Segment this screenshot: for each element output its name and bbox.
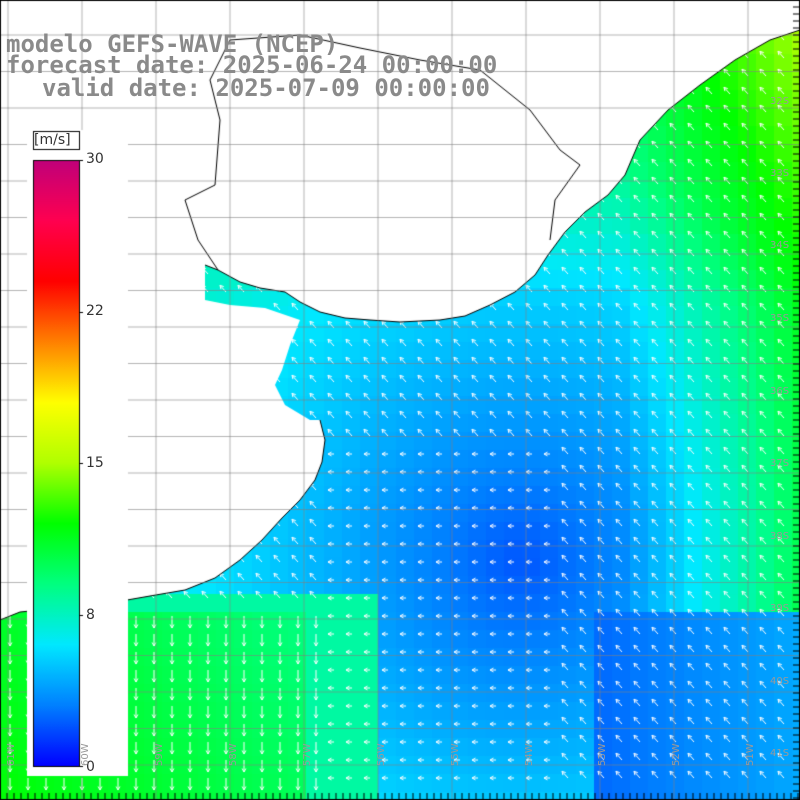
- lat-label: 33S: [770, 168, 790, 179]
- lat-label: 40S: [770, 676, 790, 687]
- lon-label: 55W: [450, 743, 461, 766]
- colorbar-tick-30: 30: [86, 151, 104, 167]
- lat-label: 32S: [770, 96, 790, 107]
- colorbar-tick-8: 8: [86, 607, 95, 623]
- lat-label: 38S: [770, 531, 790, 542]
- lat-label: 36S: [770, 386, 790, 397]
- lon-label: 51W: [745, 743, 756, 766]
- colorbar-tick-0: 0: [86, 759, 95, 775]
- lon-label: 53W: [597, 743, 608, 766]
- lat-label: 34S: [770, 240, 790, 251]
- title-model: modelo GEFS-WAVE (NCEP): [6, 30, 339, 58]
- lon-label: 61W: [6, 743, 17, 766]
- lon-label: 58W: [228, 743, 239, 766]
- lat-label: 35S: [770, 313, 790, 324]
- lon-label: 56W: [376, 743, 387, 766]
- lat-label: 37S: [770, 458, 790, 469]
- lon-label: 59W: [154, 743, 165, 766]
- colorbar-tick-22: 22: [86, 303, 104, 319]
- lon-label: 57W: [302, 743, 313, 766]
- lon-label: 52W: [671, 743, 682, 766]
- lon-label: 60W: [80, 743, 91, 766]
- colorbar-unit: [m/s]: [34, 132, 71, 148]
- colorbar-tick-15: 15: [86, 455, 104, 471]
- lat-label: 41S: [770, 748, 790, 759]
- title-forecast-date: forecast date: 2025-06-24 00:00:00: [6, 51, 498, 79]
- lon-label: 54W: [524, 743, 535, 766]
- title-valid-date: valid date: 2025-07-09 00:00:00: [42, 74, 490, 102]
- lat-label: 39S: [770, 603, 790, 614]
